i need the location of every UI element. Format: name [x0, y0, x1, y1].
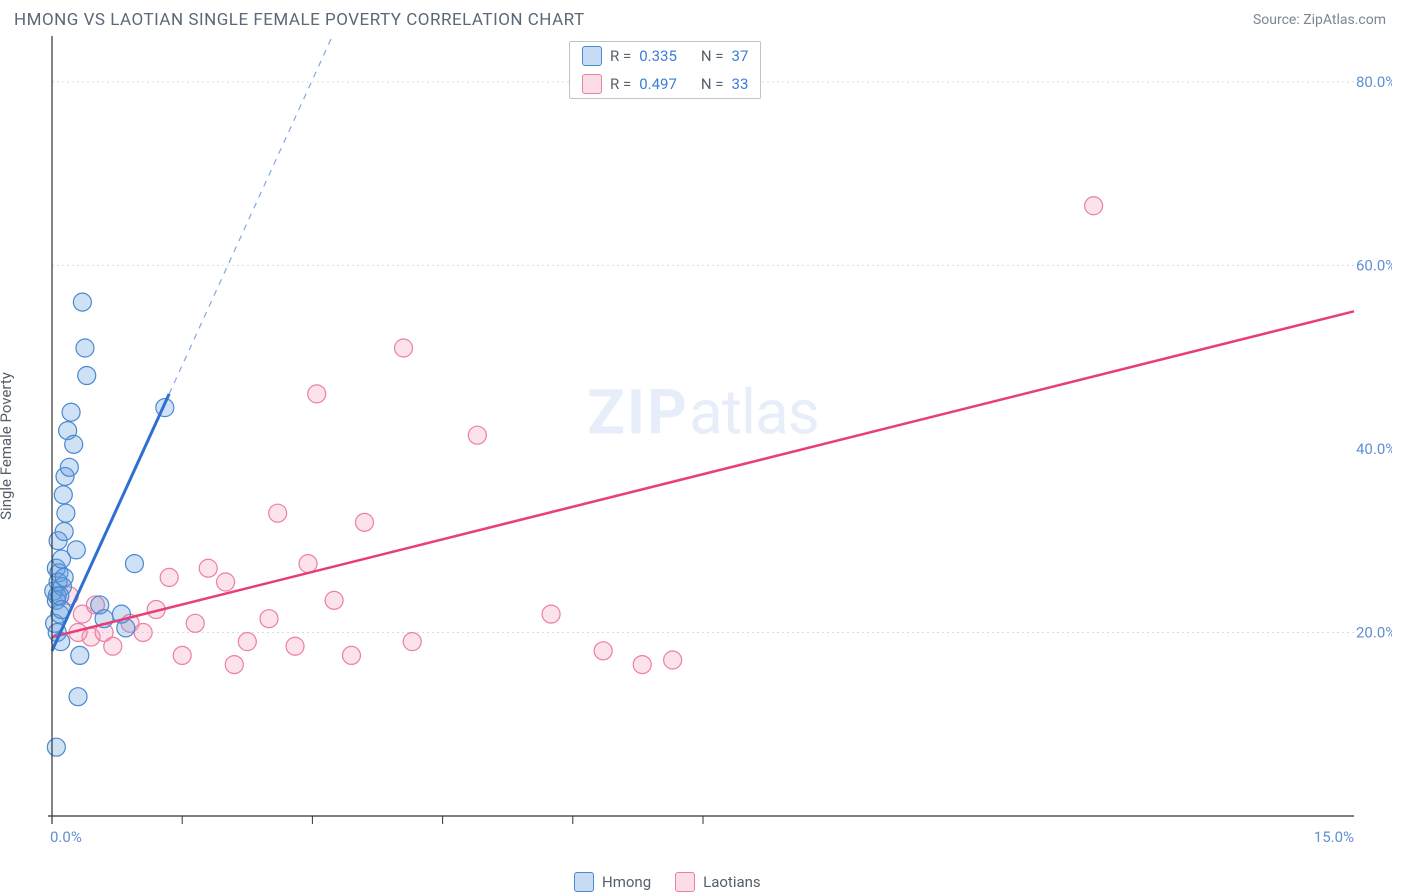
legend-swatch-laotians	[675, 872, 695, 892]
series-legend: Hmong Laotians	[574, 872, 761, 892]
svg-text:15.0%: 15.0%	[1314, 828, 1354, 846]
legend-swatch-laotians	[582, 74, 602, 94]
legend-label: Hmong	[602, 873, 651, 891]
svg-text:20.0%: 20.0%	[1356, 623, 1392, 641]
legend-item-hmong: Hmong	[574, 872, 651, 892]
n-label: N =	[701, 47, 724, 65]
correlation-legend: R = 0.335 N = 37 R = 0.497 N = 33	[569, 41, 761, 99]
r-value: 0.497	[639, 75, 677, 93]
chart-header: HMONG VS LAOTIAN SINGLE FEMALE POVERTY C…	[0, 0, 1406, 36]
legend-row-laotians: R = 0.497 N = 33	[570, 70, 760, 98]
svg-text:80.0%: 80.0%	[1356, 73, 1392, 91]
r-label: R =	[610, 47, 631, 65]
r-value: 0.335	[639, 47, 677, 65]
svg-text:60.0%: 60.0%	[1356, 256, 1392, 274]
svg-text:0.0%: 0.0%	[50, 828, 82, 846]
legend-row-hmong: R = 0.335 N = 37	[570, 42, 760, 70]
legend-item-laotians: Laotians	[675, 872, 761, 892]
n-label: N =	[701, 75, 724, 93]
source-attribution: Source: ZipAtlas.com	[1253, 12, 1386, 28]
n-value: 37	[732, 47, 749, 65]
svg-text:40.0%: 40.0%	[1356, 440, 1392, 458]
scatter-chart: 20.0% 40.0% 60.0% 80.0% 0.0% 15.0%	[14, 36, 1392, 856]
n-value: 33	[732, 75, 749, 93]
y-axis-label: Single Female Poverty	[0, 372, 15, 520]
chart-container: Single Female Poverty R = 0.335 N = 37 R…	[14, 36, 1392, 856]
legend-swatch-hmong	[582, 46, 602, 66]
chart-title: HMONG VS LAOTIAN SINGLE FEMALE POVERTY C…	[14, 10, 585, 30]
legend-label: Laotians	[703, 873, 761, 891]
r-label: R =	[610, 75, 631, 93]
legend-swatch-hmong	[574, 872, 594, 892]
